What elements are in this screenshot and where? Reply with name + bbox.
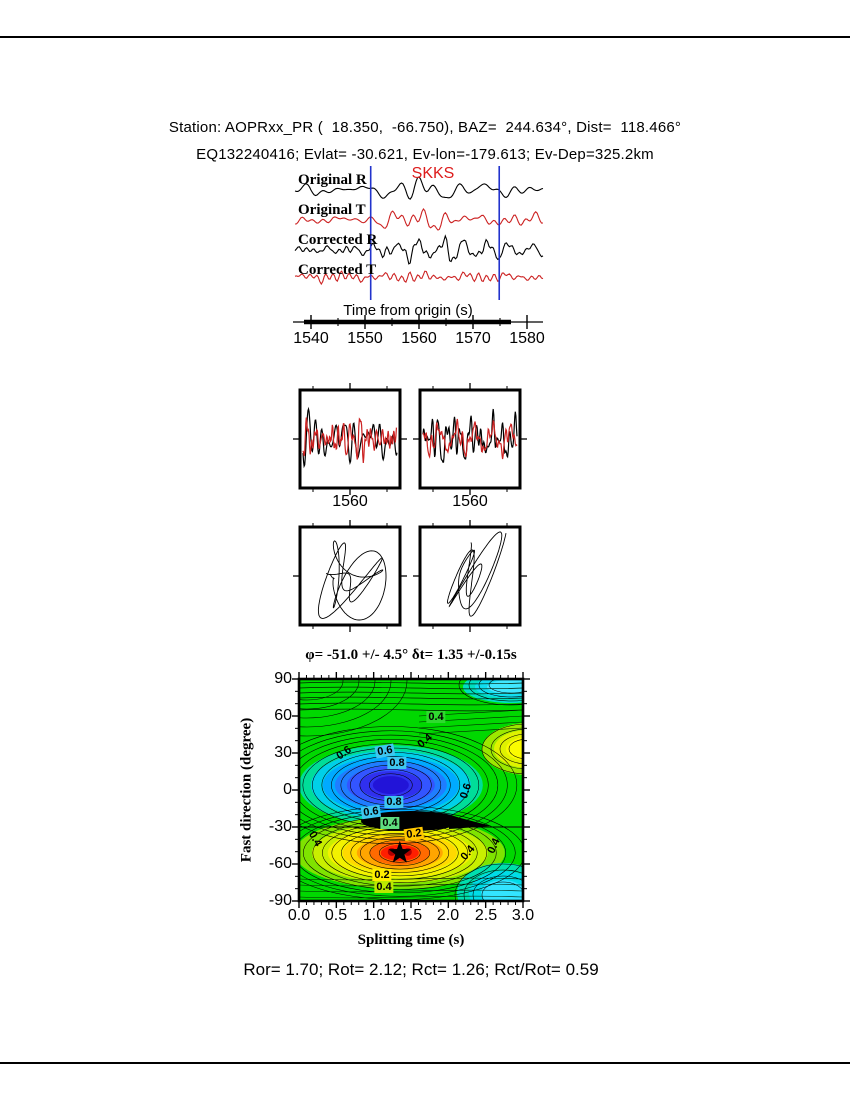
contour-value-label-3: 0.8 [387, 757, 407, 769]
footer-stats: Ror= 1.70; Rot= 2.12; Rct= 1.26; Rct/Rot… [243, 960, 599, 979]
trace-label-3: Corrected T [298, 262, 377, 278]
time-tick-4: 1580 [509, 330, 545, 347]
contour-xtick-6: 3.0 [511, 907, 535, 924]
contour-ytick-1: 60 [274, 707, 292, 724]
time-tick-2: 1560 [401, 330, 437, 347]
window-and-particle-panels [293, 383, 527, 632]
contour-value-label-6: 0.8 [384, 796, 404, 808]
best-fit-star [388, 840, 412, 863]
page-top-rule [0, 36, 850, 38]
contour-xtick-5: 2.5 [474, 907, 498, 924]
contour-value-label-0: 0.4 [426, 711, 446, 723]
contour-ytick-3: 0 [283, 781, 292, 798]
phase-label: SKKS [411, 165, 455, 182]
event-header-line: EQ132240416; Evlat= -30.621, Ev-lon=-179… [196, 146, 654, 163]
contour-xtick-0: 0.0 [287, 907, 311, 924]
seismogram-traces-plot [294, 166, 544, 300]
contour-value-label-8: 0.4 [380, 817, 400, 829]
window-panel-tick-left: 1560 [332, 493, 368, 510]
contour-ytick-0: 90 [274, 670, 292, 687]
contour-xtick-1: 0.5 [324, 907, 348, 924]
station-header-line: Station: AOPRxx_PR ( 18.350, -66.750), B… [168, 119, 682, 136]
contour-xlabel: Splitting time (s) [357, 932, 465, 948]
page-bottom-rule [0, 1062, 850, 1064]
contour-ytick-6: -90 [268, 892, 292, 909]
trace-label-2: Corrected R [298, 232, 378, 248]
contour-plot [292, 672, 530, 908]
time-tick-3: 1570 [455, 330, 491, 347]
trace-label-0: Original R [298, 172, 367, 188]
contour-value-label-10: 0.2 [372, 869, 392, 881]
contour-xtick-3: 1.5 [399, 907, 423, 924]
time-tick-0: 1540 [293, 330, 329, 347]
time-axis [293, 315, 543, 329]
particle-motion-box-1 [418, 525, 522, 627]
contour-ytick-4: -30 [268, 818, 292, 835]
time-tick-1: 1550 [347, 330, 383, 347]
trace-label-1: Original T [298, 202, 366, 218]
contour-xtick-2: 1.0 [362, 907, 386, 924]
contour-value-label-11: 0.4 [374, 881, 394, 893]
contour-ytick-5: -60 [268, 855, 292, 872]
time-axis-title: Time from origin (s) [343, 302, 473, 319]
window-panel-tick-right: 1560 [452, 493, 488, 510]
contour-xtick-4: 2.0 [436, 907, 460, 924]
contour-title: φ= -51.0 +/- 4.5° δt= 1.35 +/-0.15s [305, 647, 517, 663]
contour-ytick-2: 30 [274, 744, 292, 761]
